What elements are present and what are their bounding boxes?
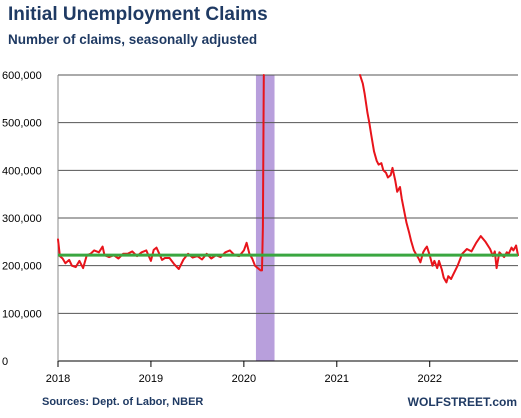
y-tick-label: 100,000 [2,308,42,320]
x-tick-label: 2022 [417,373,441,385]
source-note: Sources: Dept. of Labor, NBER [42,396,204,408]
y-tick-label: 200,000 [2,261,42,273]
x-tick-label: 2018 [46,373,70,385]
x-tick-label: 2019 [139,373,163,385]
chart-title: Initial Unemployment Claims [8,4,268,25]
chart-subtitle: Number of claims, seasonally adjusted [8,32,258,47]
claims-series-line [515,244,519,257]
y-tick-label: 300,000 [2,213,42,225]
y-tick-label: 400,000 [2,165,42,177]
x-tick-label: 2020 [232,373,256,385]
y-tick-label: 0 [2,356,8,368]
claims-series-line [359,74,518,284]
claims-series-line [57,74,265,272]
x-tick-label: 2021 [325,373,349,385]
brand-label: WOLFSTREET.com [407,395,517,409]
y-tick-label: 500,000 [2,118,42,130]
y-tick-label: 600,000 [2,70,42,82]
